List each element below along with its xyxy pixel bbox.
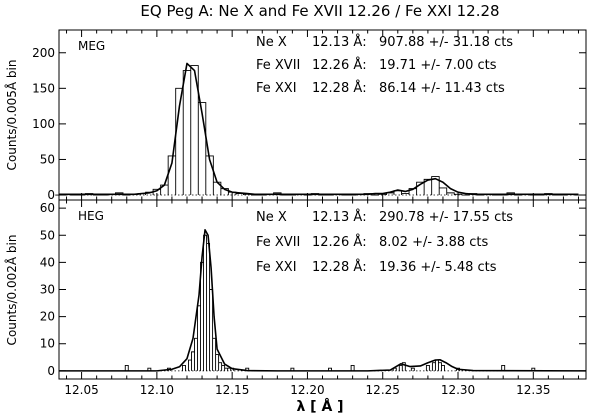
meg-y-tick-label: 100: [32, 117, 55, 131]
heg-ann-2-val: 19.36 +/- 5.48 cts: [379, 260, 497, 275]
heg-y-tick-label: 20: [40, 310, 55, 324]
heg-y-tick-label: 0: [47, 364, 55, 378]
meg-ann-2-val: 86.14 +/- 11.43 cts: [379, 81, 505, 96]
x-axis-label: λ [ Å ]: [296, 398, 343, 415]
heg-ann-1-val: 8.02 +/- 3.88 cts: [379, 235, 488, 250]
meg-marks: 0 50 100 150 200: [32, 30, 586, 202]
x-tick-label: 12.35: [516, 383, 550, 397]
meg-ann-1-ion: Fe XVII: [256, 58, 300, 73]
meg-ann-1-wl: 12.26 Å:: [312, 57, 367, 73]
heg-y-tick-label: 60: [40, 201, 55, 215]
heg-ylabel: Counts/0.002Å bin: [4, 235, 19, 346]
heg-model-series: [59, 229, 587, 372]
x-tick-label: 12.05: [64, 383, 98, 397]
heg-y-tick-label: 40: [40, 255, 55, 269]
meg-panel: MEG Counts/0.005Å bin Ne X 12.13 Å: 907.…: [4, 29, 587, 201]
meg-ylabel: Counts/0.005Å bin: [4, 60, 19, 171]
heg-ann-2-ion: Fe XXI: [256, 260, 297, 275]
heg-y-tick-label: 10: [40, 337, 55, 351]
meg-panel-label: MEG: [78, 39, 105, 53]
meg-annotations: Ne X 12.13 Å: 907.88 +/- 31.18 cts Fe XV…: [256, 34, 513, 96]
heg-panel: HEG Counts/0.002Å bin Ne X 12.13 Å: 290.…: [4, 199, 587, 380]
meg-ann-1-val: 19.71 +/- 7.00 cts: [379, 58, 497, 73]
heg-y-tick-label: 30: [40, 283, 55, 297]
x-tick-label: 12.10: [140, 383, 174, 397]
meg-y-tick-label: 150: [32, 81, 55, 95]
x-tick-label: 12.20: [290, 383, 324, 397]
meg-ann-2-ion: Fe XXI: [256, 81, 297, 96]
x-tick-label: 12.25: [366, 383, 400, 397]
heg-panel-label: HEG: [78, 209, 104, 223]
meg-ann-0-val: 907.88 +/- 31.18 cts: [379, 35, 513, 50]
meg-y-tick-label: 50: [40, 152, 55, 166]
heg-annotations: Ne X 12.13 Å: 290.78 +/- 17.55 cts Fe XV…: [256, 209, 513, 275]
heg-ann-0-wl: 12.13 Å:: [312, 209, 367, 225]
heg-y-tick-label: 50: [40, 228, 55, 242]
meg-y-tick-label: 0: [47, 188, 55, 202]
heg-ann-1-wl: 12.26 Å:: [312, 234, 367, 250]
meg-ann-0-ion: Ne X: [256, 35, 287, 50]
x-tick-label: 12.30: [441, 383, 475, 397]
heg-ann-0-val: 290.78 +/- 17.55 cts: [379, 210, 513, 225]
meg-model-series: [59, 62, 579, 196]
meg-ann-2-wl: 12.28 Å:: [312, 80, 367, 96]
heg-histogram-series: [124, 234, 536, 371]
heg-frame: [58, 199, 587, 380]
meg-y-tick-label: 200: [32, 46, 55, 60]
meg-frame: [58, 29, 587, 201]
heg-ann-0-ion: Ne X: [256, 210, 287, 225]
meg-ann-0-wl: 12.13 Å:: [312, 34, 367, 50]
heg-ann-2-wl: 12.28 Å:: [312, 259, 367, 275]
heg-marks: 12.05 12.10 12.15 12.20 12.25 12.30 12.35 0 10 20…: [40, 200, 587, 397]
chart-title: EQ Peg A: Ne X and Fe XVII 12.26 / Fe XX…: [140, 2, 499, 20]
x-tick-label: 12.15: [215, 383, 249, 397]
heg-ann-1-ion: Fe XVII: [256, 235, 300, 250]
